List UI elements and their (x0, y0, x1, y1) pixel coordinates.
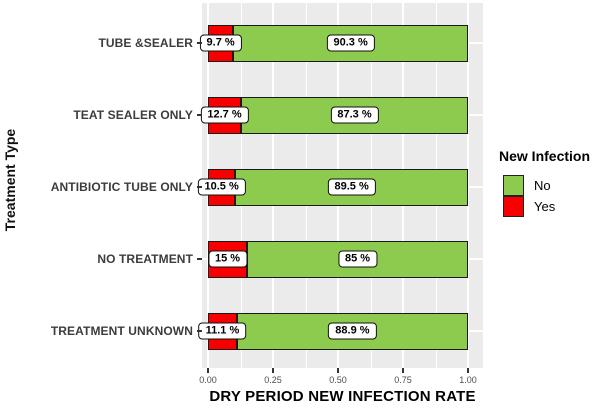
value-label-no: 88.9 % (328, 322, 377, 340)
x-axis-title: DRY PERIOD NEW INFECTION RATE (209, 388, 476, 405)
x-tick-mark (467, 368, 469, 373)
bar-segment-no (233, 24, 468, 62)
x-tick-mark (402, 368, 404, 373)
y-tick-label: NO TREATMENT (97, 252, 193, 266)
value-label-no: 90.3 % (326, 34, 375, 52)
x-tick-mark (207, 368, 209, 373)
y-tick-mark (197, 186, 202, 188)
value-label-no: 85 % (337, 250, 378, 268)
y-tick-label: TREATMENT UNKNOWN (50, 324, 193, 338)
legend-title: New Infection (499, 148, 591, 164)
x-tick-mark (272, 368, 274, 373)
y-tick-label: ANTIBIOTIC TUBE ONLY (50, 180, 193, 194)
y-tick-mark (197, 258, 202, 260)
value-label-yes: 11.1 % (198, 322, 247, 340)
value-label-yes: 15 % (207, 250, 248, 268)
value-label-no: 87.3 % (330, 106, 379, 124)
y-tick-mark (197, 114, 202, 116)
y-tick-mark (197, 330, 202, 332)
plot-panel: 9.7 % 90.3 % 12.7 % 87.3 % 10.5 % 89.5 % 15 % 8… (197, 3, 483, 368)
y-tick-mark (197, 42, 202, 44)
value-label-no: 89.5 % (327, 178, 376, 196)
value-label-yes: 9.7 % (199, 34, 242, 52)
y-tick-label: TEAT SEALER ONLY (73, 108, 193, 122)
x-tick-label: 0.00 (199, 375, 217, 385)
bar-segment-no (235, 168, 468, 206)
x-tick-label: 0.50 (329, 375, 347, 385)
legend-key-no (503, 175, 524, 196)
x-tick-label: 0.75 (394, 375, 412, 385)
legend-label-no: No (534, 178, 551, 193)
value-label-yes: 12.7 % (200, 106, 249, 124)
legend-label-yes: Yes (534, 199, 556, 214)
y-tick-label: TUBE &SEALER (98, 36, 193, 50)
legend-key-yes (503, 196, 524, 217)
x-tick-mark (337, 368, 339, 373)
x-tick-label: 1.00 (459, 375, 477, 385)
x-tick-label: 0.25 (264, 375, 282, 385)
gridline-major-x (467, 3, 469, 368)
value-label-yes: 10.5 % (197, 178, 246, 196)
